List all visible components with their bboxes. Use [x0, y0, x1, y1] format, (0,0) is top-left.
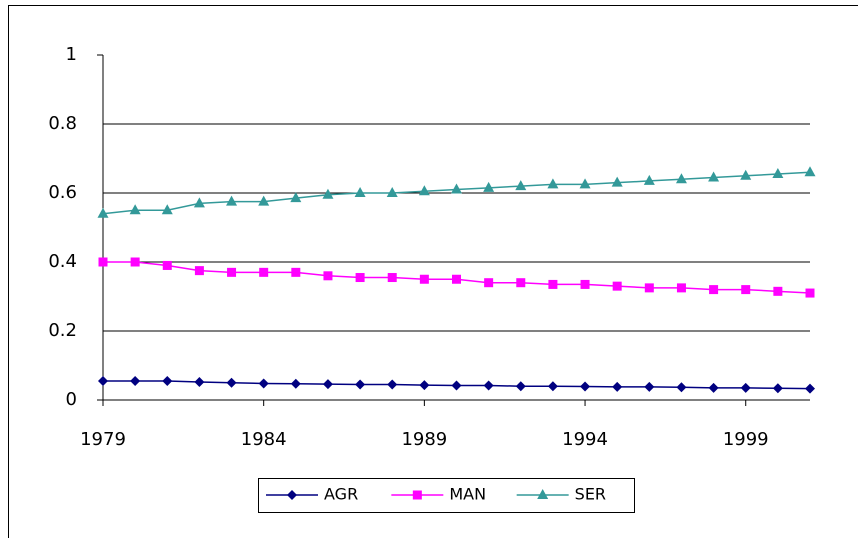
x-tick-label: 1999 — [723, 429, 769, 450]
marker — [161, 204, 173, 215]
marker — [741, 285, 751, 295]
marker — [772, 383, 783, 394]
marker — [291, 267, 301, 277]
marker — [451, 183, 462, 194]
y-tick-label: 0 — [66, 389, 77, 410]
marker — [579, 178, 591, 189]
marker — [515, 180, 527, 191]
y-tick-label: 0.4 — [48, 251, 77, 272]
marker — [516, 278, 526, 288]
marker — [804, 166, 816, 177]
marker — [580, 381, 591, 392]
marker — [258, 195, 270, 206]
marker — [226, 377, 237, 388]
marker — [129, 204, 141, 215]
marker — [130, 376, 141, 387]
marker — [483, 181, 495, 192]
marker — [162, 260, 172, 270]
marker — [547, 381, 558, 392]
marker — [194, 266, 204, 276]
legend-marker — [412, 490, 422, 500]
marker — [98, 257, 108, 267]
marker — [227, 267, 237, 277]
marker — [322, 379, 333, 390]
marker — [194, 377, 205, 388]
marker — [612, 381, 623, 392]
marker — [290, 378, 301, 389]
x-tick-label: 1994 — [562, 429, 608, 450]
marker — [323, 271, 333, 281]
legend-label: MAN — [449, 485, 486, 504]
marker — [387, 379, 398, 390]
marker — [130, 257, 140, 267]
x-tick-label: 1979 — [80, 429, 126, 450]
marker — [548, 279, 558, 289]
legend-marker — [287, 490, 297, 500]
marker — [805, 288, 815, 298]
legend-label: SER — [575, 485, 606, 504]
marker — [773, 286, 783, 296]
marker — [772, 168, 784, 179]
marker — [322, 188, 334, 199]
legend-label: AGR — [324, 485, 358, 504]
marker — [676, 382, 687, 393]
marker — [162, 376, 173, 387]
marker — [258, 378, 269, 389]
marker — [805, 383, 815, 394]
y-tick-label: 0.8 — [48, 113, 77, 134]
marker — [419, 274, 429, 284]
y-tick-label: 0.2 — [48, 320, 77, 341]
x-tick-label: 1989 — [401, 429, 447, 450]
marker — [354, 187, 366, 197]
marker — [708, 382, 719, 393]
marker — [611, 176, 623, 187]
marker — [675, 173, 687, 184]
marker — [644, 283, 654, 293]
marker — [98, 376, 108, 387]
legend-marker — [537, 489, 549, 499]
marker — [290, 192, 302, 203]
marker — [226, 195, 238, 206]
marker — [451, 380, 462, 391]
marker — [193, 197, 205, 208]
marker — [355, 273, 365, 283]
marker — [515, 381, 526, 392]
chart-frame — [8, 5, 858, 538]
marker — [387, 273, 397, 283]
marker — [740, 169, 752, 180]
y-tick-label: 0.6 — [48, 182, 77, 203]
marker — [259, 267, 269, 277]
marker — [452, 274, 461, 284]
marker — [612, 281, 622, 291]
marker — [419, 380, 430, 391]
marker — [97, 207, 109, 218]
marker — [644, 381, 655, 392]
marker — [676, 283, 686, 293]
marker — [643, 174, 655, 185]
marker — [484, 278, 494, 288]
marker — [418, 185, 430, 196]
marker — [740, 382, 751, 393]
marker — [483, 380, 494, 391]
marker — [386, 187, 398, 197]
marker — [709, 285, 719, 295]
y-tick-label: 1 — [66, 44, 77, 65]
marker — [580, 279, 590, 289]
marker — [708, 171, 720, 182]
marker — [547, 178, 559, 189]
marker — [355, 379, 366, 390]
x-tick-label: 1984 — [241, 429, 287, 450]
legend-box — [258, 478, 635, 513]
